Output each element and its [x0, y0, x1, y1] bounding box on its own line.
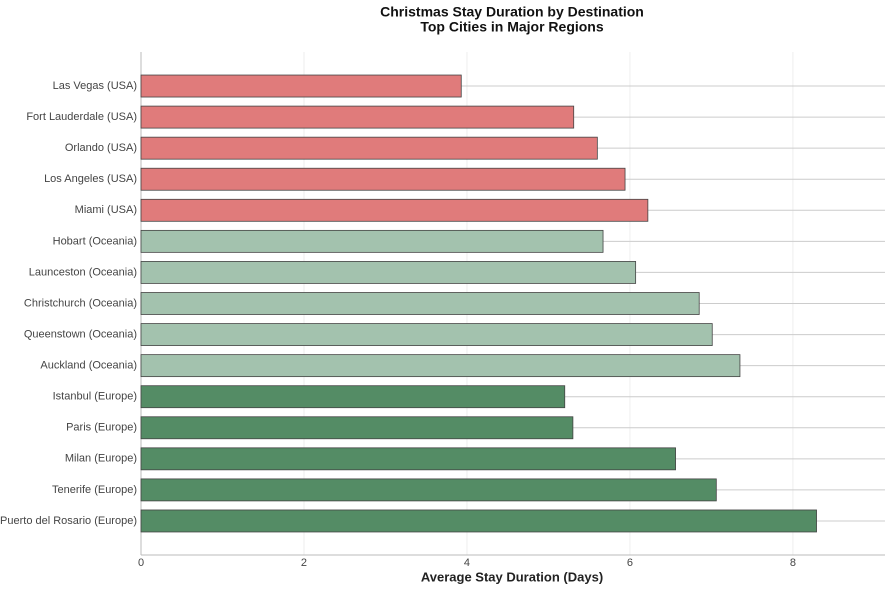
bar — [140, 385, 566, 409]
bar — [140, 509, 817, 533]
bar — [140, 354, 741, 378]
y-tick-label: Tenerife (Europe) — [52, 484, 137, 496]
bar — [140, 416, 574, 440]
y-tick-label: Miami (USA) — [75, 204, 137, 216]
y-tick-label: Milan (Europe) — [65, 453, 137, 465]
x-tick-label: 4 — [464, 557, 470, 569]
y-tick-label: Orlando (USA) — [65, 142, 137, 154]
y-tick-label: Istanbul (Europe) — [53, 391, 137, 403]
x-axis-label: Average Stay Duration (Days) — [421, 569, 603, 584]
bar — [140, 478, 717, 502]
y-tick-label: Las Vegas (USA) — [53, 80, 137, 92]
bar — [140, 74, 462, 98]
bar — [140, 292, 700, 315]
y-tick-label: Queenstown (Oceania) — [24, 328, 137, 340]
bar — [140, 198, 649, 222]
chart-subtitle: Top Cities in Major Regions — [420, 19, 604, 35]
bar — [140, 447, 676, 471]
bar — [140, 323, 713, 346]
bar — [140, 229, 604, 253]
y-tick-label: Los Angeles (USA) — [44, 173, 137, 185]
bar — [140, 167, 626, 191]
x-tick-label: 8 — [790, 557, 796, 569]
y-tick-label: Puerto del Rosario (Europe) — [0, 515, 137, 527]
x-tick-label: 0 — [138, 557, 144, 569]
y-tick-label: Auckland (Oceania) — [40, 360, 137, 372]
y-tick-label: Christchurch (Oceania) — [24, 297, 137, 309]
x-tick-label: 2 — [301, 557, 307, 569]
y-tick-label: Paris (Europe) — [66, 422, 137, 434]
y-tick-label: Hobart (Oceania) — [53, 235, 137, 247]
x-tick-label: 6 — [627, 557, 633, 569]
bar — [140, 105, 575, 129]
bar — [140, 261, 637, 284]
chart-title: Christmas Stay Duration by Destination — [380, 4, 644, 20]
y-tick-label: Launceston (Oceania) — [29, 266, 137, 278]
bar — [140, 136, 598, 160]
y-tick-label: Fort Lauderdale (USA) — [26, 111, 137, 123]
